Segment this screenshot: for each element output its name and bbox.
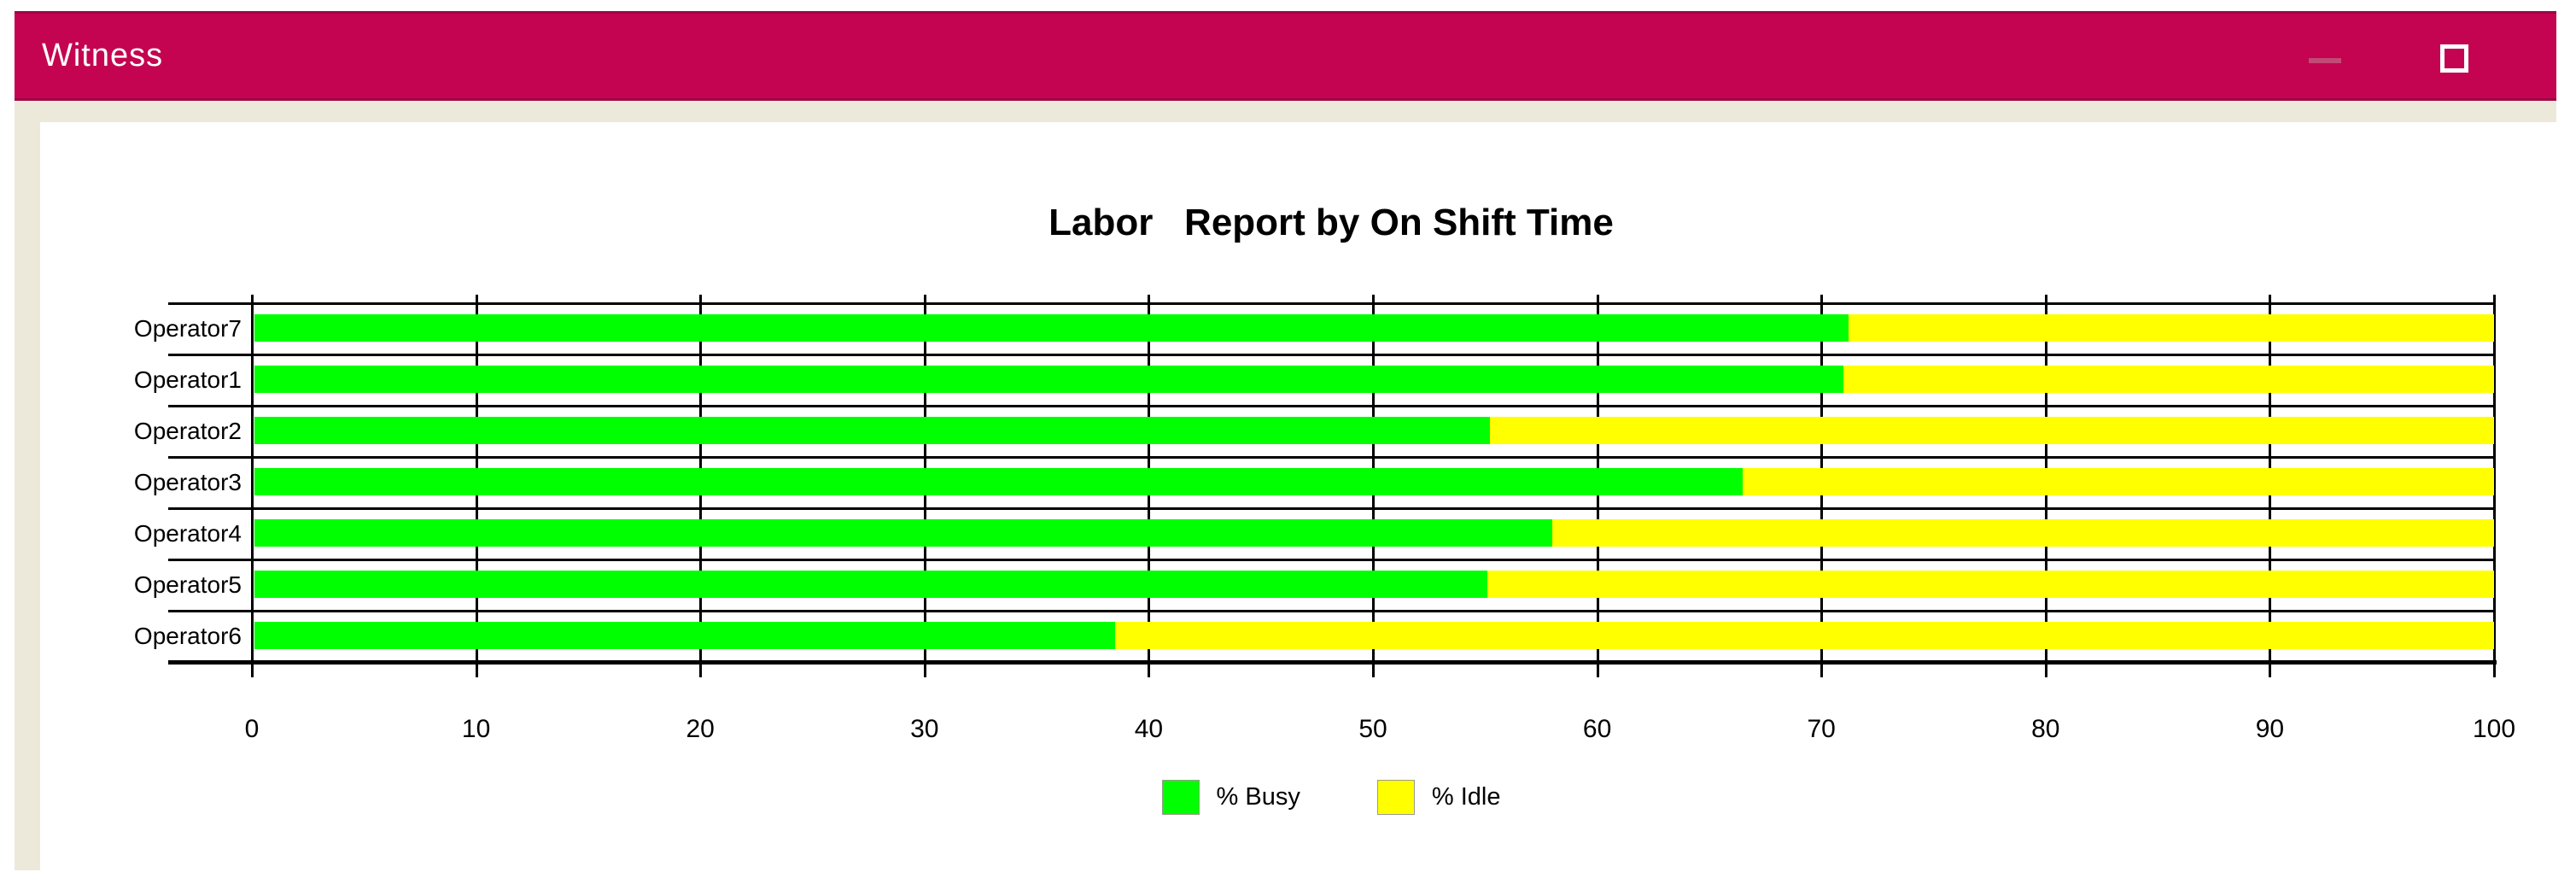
bar-segment-idle: [1743, 468, 2494, 495]
bar-segment-idle: [1843, 366, 2494, 393]
x-tick-label: 80: [2031, 715, 2060, 743]
x-tick-label: 50: [1358, 715, 1387, 743]
x-tick-label: 100: [2472, 715, 2516, 743]
bar-segment-idle: [1487, 571, 2494, 598]
legend-swatch-busy: [1161, 780, 1200, 815]
bar-segment-busy: [254, 519, 1552, 547]
bar-segment-busy: [254, 366, 1843, 393]
titlebar[interactable]: Witness: [15, 11, 2556, 101]
bar-segment-idle: [1490, 417, 2494, 444]
row-separator: [168, 507, 2494, 510]
y-category-label: Operator1: [133, 366, 242, 393]
x-axis-line: [168, 660, 2497, 665]
row-separator: [168, 456, 2494, 459]
bar-segment-idle: [1115, 622, 2494, 649]
row-separator: [168, 405, 2494, 407]
grid-line: [251, 295, 254, 677]
legend-label: % Idle: [1431, 783, 1501, 811]
bar-segment-busy: [254, 468, 1743, 495]
row-separator: [168, 610, 2494, 612]
chart-title: Labor Report by On Shift Time: [1049, 202, 1614, 243]
bar-segment-busy: [254, 417, 1490, 444]
witness-window: Witness Labor Report by On Shift Time Op…: [15, 11, 2556, 870]
x-tick-label: 0: [244, 715, 260, 743]
legend: % Busy % Idle: [168, 780, 2494, 815]
bar-segment-idle: [1849, 314, 2494, 342]
legend-item: % Idle: [1376, 780, 1501, 815]
y-category-label: Operator7: [133, 315, 242, 342]
x-tick-label: 30: [910, 715, 939, 743]
x-tick-label: 90: [2255, 715, 2285, 743]
x-tick-label: 70: [1807, 715, 1836, 743]
legend-label: % Busy: [1216, 783, 1300, 811]
legend-item: % Busy: [1161, 780, 1300, 815]
minimize-icon[interactable]: [2309, 58, 2341, 63]
bar-segment-busy: [254, 314, 1849, 342]
y-category-label: Operator5: [133, 571, 242, 598]
grid-line: [2493, 295, 2496, 677]
x-tick-label: 10: [461, 715, 491, 743]
x-tick-label: 40: [1134, 715, 1164, 743]
bar-segment-busy: [254, 571, 1487, 598]
row-separator: [168, 354, 2494, 356]
maximize-icon[interactable]: [2440, 44, 2468, 73]
legend-swatch-idle: [1376, 780, 1415, 815]
y-category-label: Operator2: [133, 418, 242, 444]
chart-panel: Labor Report by On Shift Time Operator7 O…: [40, 122, 2556, 870]
bar-segment-idle: [1552, 519, 2494, 547]
x-tick-label: 20: [686, 715, 715, 743]
x-tick-label: 60: [1582, 715, 1612, 743]
y-category-label: Operator3: [133, 469, 242, 495]
row-separator: [168, 302, 2494, 305]
y-category-label: Operator6: [133, 623, 242, 649]
bar-segment-busy: [254, 622, 1115, 649]
window-title: Witness: [42, 38, 164, 73]
row-separator: [168, 559, 2494, 561]
y-category-label: Operator4: [133, 520, 242, 547]
window-body: Labor Report by On Shift Time Operator7 O…: [15, 101, 2556, 870]
